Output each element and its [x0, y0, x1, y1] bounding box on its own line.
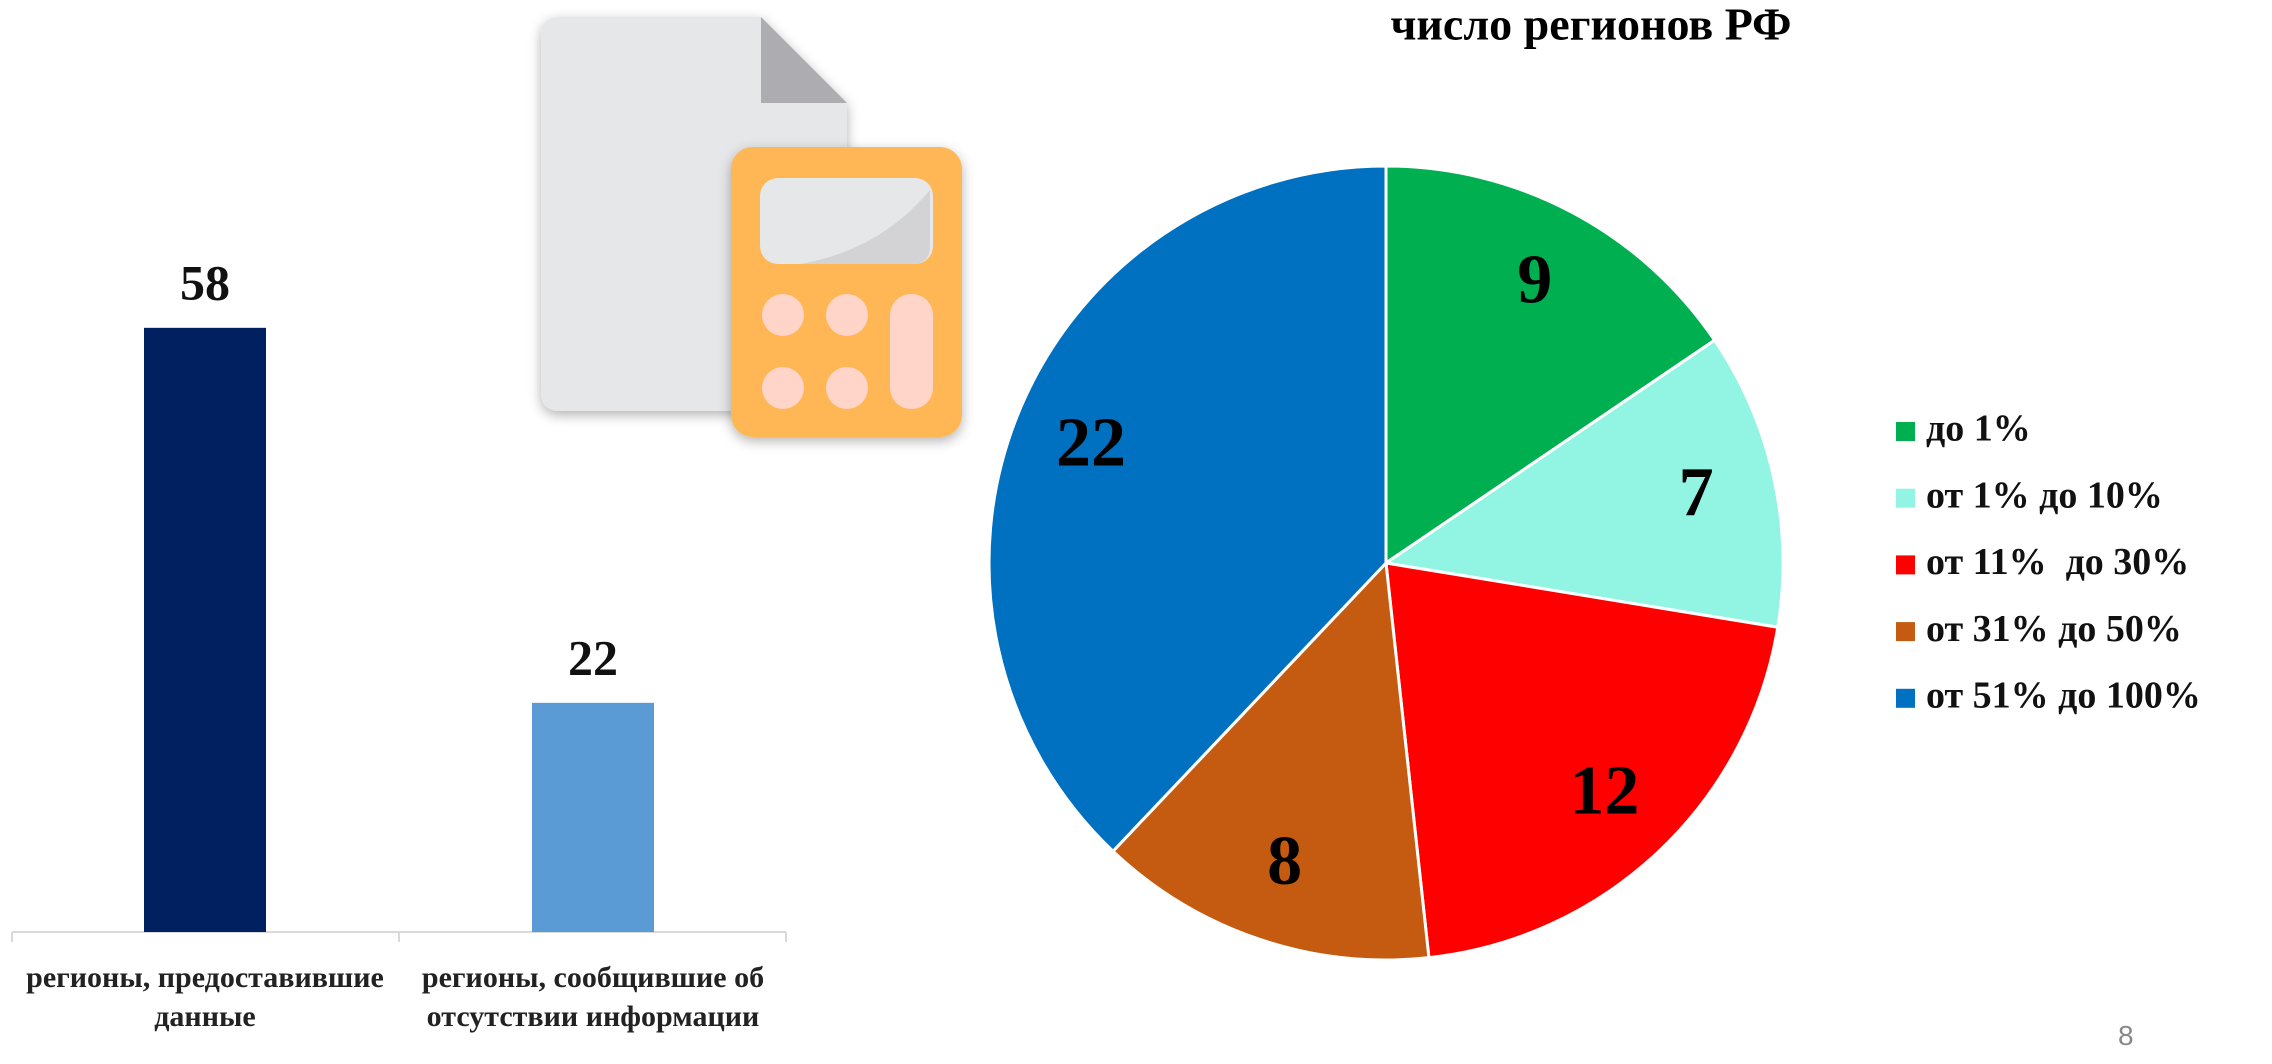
bar: [144, 327, 266, 932]
data-label: 7: [1679, 454, 1714, 531]
icon: [541, 17, 962, 437]
legend-label: до 1%: [1926, 408, 2031, 450]
pie-slice: [1110, 559, 1431, 962]
chart-title: число регионов РФ: [1390, 0, 1791, 50]
data-label: 12: [1569, 753, 1639, 830]
legend-swatch: [1896, 555, 1915, 575]
legend-label: от 51% до 100%: [1926, 675, 2201, 717]
x-tick-label: регионы, сообщившие об отсутствии информ…: [421, 961, 765, 1033]
pie-slice: [1384, 164, 1717, 566]
legend-swatch: [1896, 622, 1915, 642]
data-label: 22: [1056, 405, 1126, 482]
legend-label: от 1% до 10%: [1926, 474, 2163, 516]
bar: [532, 702, 654, 932]
data-label: 8: [1267, 823, 1302, 900]
pie-slice: [987, 164, 1388, 854]
legend-swatch: [1896, 488, 1915, 508]
x-tick-label: регионы, предоставившие данные: [26, 961, 384, 1033]
pie-slice: [1384, 561, 1780, 960]
page-number: 8: [2118, 1020, 2134, 1051]
data-label: 9: [1517, 241, 1552, 318]
pie-slice: [1382, 338, 1785, 629]
legend-swatch: [1896, 422, 1915, 441]
data-label: 58: [180, 254, 230, 310]
data-label: 22: [568, 629, 618, 685]
legend-label: от 31% до 50%: [1926, 608, 2182, 650]
legend-label: от 11% до 30%: [1926, 541, 2189, 583]
legend-swatch: [1896, 688, 1915, 708]
